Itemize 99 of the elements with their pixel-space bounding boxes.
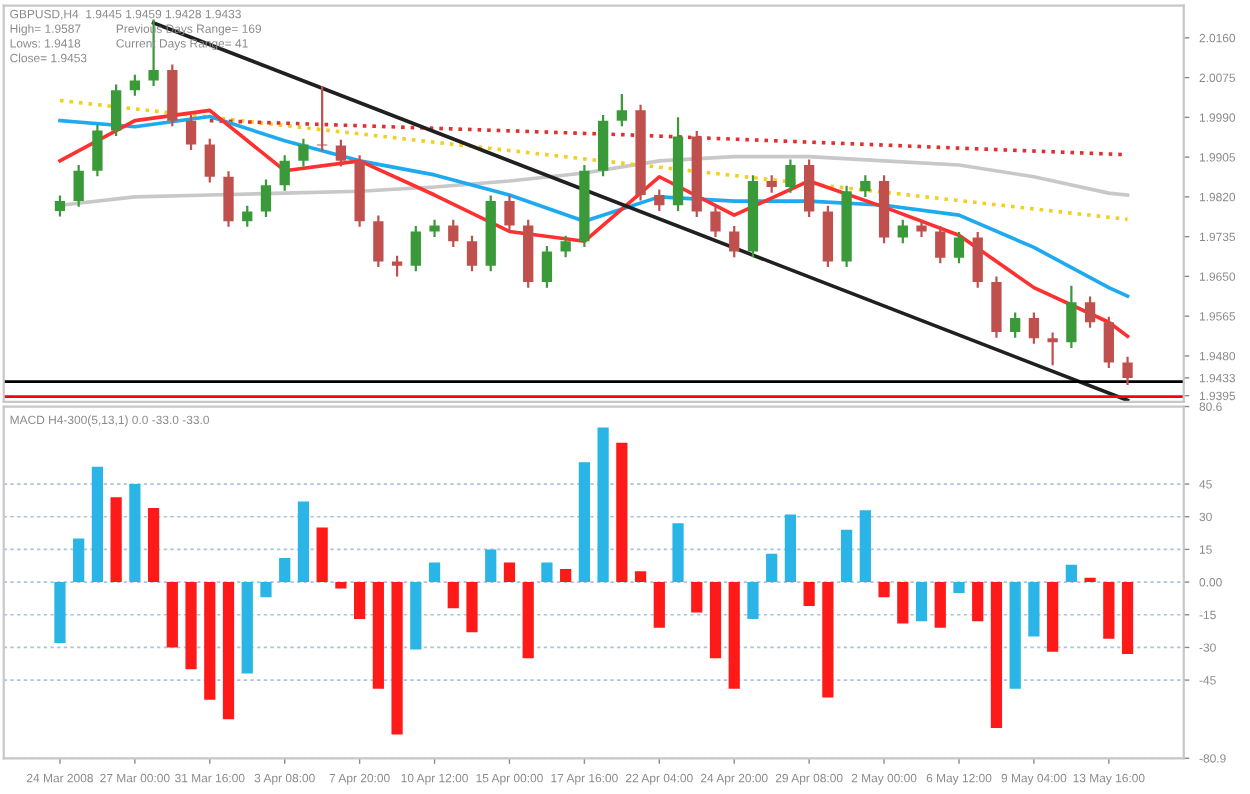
bar <box>260 582 272 598</box>
bar <box>372 582 384 689</box>
bar <box>147 508 160 583</box>
candlestick <box>1028 311 1040 345</box>
bar <box>541 562 553 583</box>
bar <box>578 462 590 583</box>
candlestick <box>185 113 197 152</box>
bar <box>616 442 628 583</box>
bar <box>129 484 141 583</box>
bar <box>897 582 909 624</box>
bar <box>728 582 740 689</box>
bar <box>1103 582 1115 639</box>
candlestick <box>279 154 290 192</box>
bar <box>503 562 516 583</box>
bar <box>166 582 178 648</box>
bar <box>560 569 572 583</box>
bar <box>972 582 984 622</box>
bar <box>597 427 609 583</box>
candlestick <box>73 163 84 208</box>
candlestick <box>1084 295 1096 329</box>
candlestick <box>953 230 965 265</box>
candlestick <box>317 84 328 153</box>
bar <box>709 582 722 659</box>
candlestick <box>448 218 459 249</box>
candlestick <box>897 218 908 245</box>
bar <box>784 514 797 583</box>
bar <box>335 582 347 589</box>
bar <box>990 582 1003 728</box>
bar <box>241 582 253 674</box>
bar <box>822 582 834 698</box>
candlestick <box>298 137 309 168</box>
candlestick <box>54 194 66 218</box>
bar <box>634 571 647 583</box>
candlestick <box>260 178 272 219</box>
bar <box>466 582 478 633</box>
bar <box>279 558 291 583</box>
bar <box>410 582 422 650</box>
bar <box>766 553 778 583</box>
candlestick <box>860 174 871 198</box>
candlestick <box>92 123 103 178</box>
candlestick <box>541 244 553 289</box>
bar <box>354 582 366 620</box>
candlestick <box>391 254 403 278</box>
candlestick <box>373 214 384 269</box>
bar <box>653 582 665 628</box>
bar <box>522 582 534 659</box>
bar <box>803 582 815 607</box>
candlestick <box>242 204 253 228</box>
candlestick <box>710 204 721 239</box>
candlestick <box>1010 311 1021 339</box>
candlestick <box>1047 331 1058 367</box>
candlestick <box>1122 355 1133 387</box>
candlestick <box>935 224 946 265</box>
candlestick <box>785 158 796 194</box>
candlestick <box>110 83 122 138</box>
bar <box>428 562 441 583</box>
line-series <box>58 114 1130 298</box>
candlestick <box>223 170 234 228</box>
candlestick <box>654 188 665 213</box>
bar <box>840 529 853 583</box>
candlestick <box>972 230 983 289</box>
candlestick <box>335 138 347 168</box>
candlestick <box>504 194 515 233</box>
bar <box>1121 582 1134 654</box>
bar <box>391 582 403 735</box>
bar <box>915 582 928 622</box>
bar <box>691 582 703 613</box>
candlestick <box>616 92 627 128</box>
candlestick <box>804 158 815 219</box>
bar <box>447 582 459 609</box>
candlestick <box>560 234 571 259</box>
candlestick <box>729 224 740 259</box>
bar <box>1028 582 1040 637</box>
bar <box>297 501 310 583</box>
bar <box>1084 577 1096 583</box>
candlestick <box>466 234 478 273</box>
bar <box>1009 582 1021 689</box>
candlestick <box>410 224 421 273</box>
bar <box>73 538 85 583</box>
bar <box>672 523 684 583</box>
candlestick <box>129 73 141 97</box>
candlestick <box>1103 315 1114 370</box>
bar <box>934 582 946 628</box>
candlestick <box>1066 284 1077 350</box>
bar <box>747 582 759 620</box>
bar <box>91 466 104 583</box>
bar <box>485 549 497 583</box>
bar <box>1065 564 1077 583</box>
bar <box>1047 582 1059 652</box>
bar <box>222 582 235 720</box>
bar <box>110 497 122 583</box>
bar <box>878 582 890 598</box>
bar <box>316 527 328 583</box>
bar <box>204 582 216 700</box>
candlestick <box>204 137 215 184</box>
bar <box>859 510 871 583</box>
bar <box>54 582 66 644</box>
bar <box>953 582 965 593</box>
bar <box>185 582 197 670</box>
